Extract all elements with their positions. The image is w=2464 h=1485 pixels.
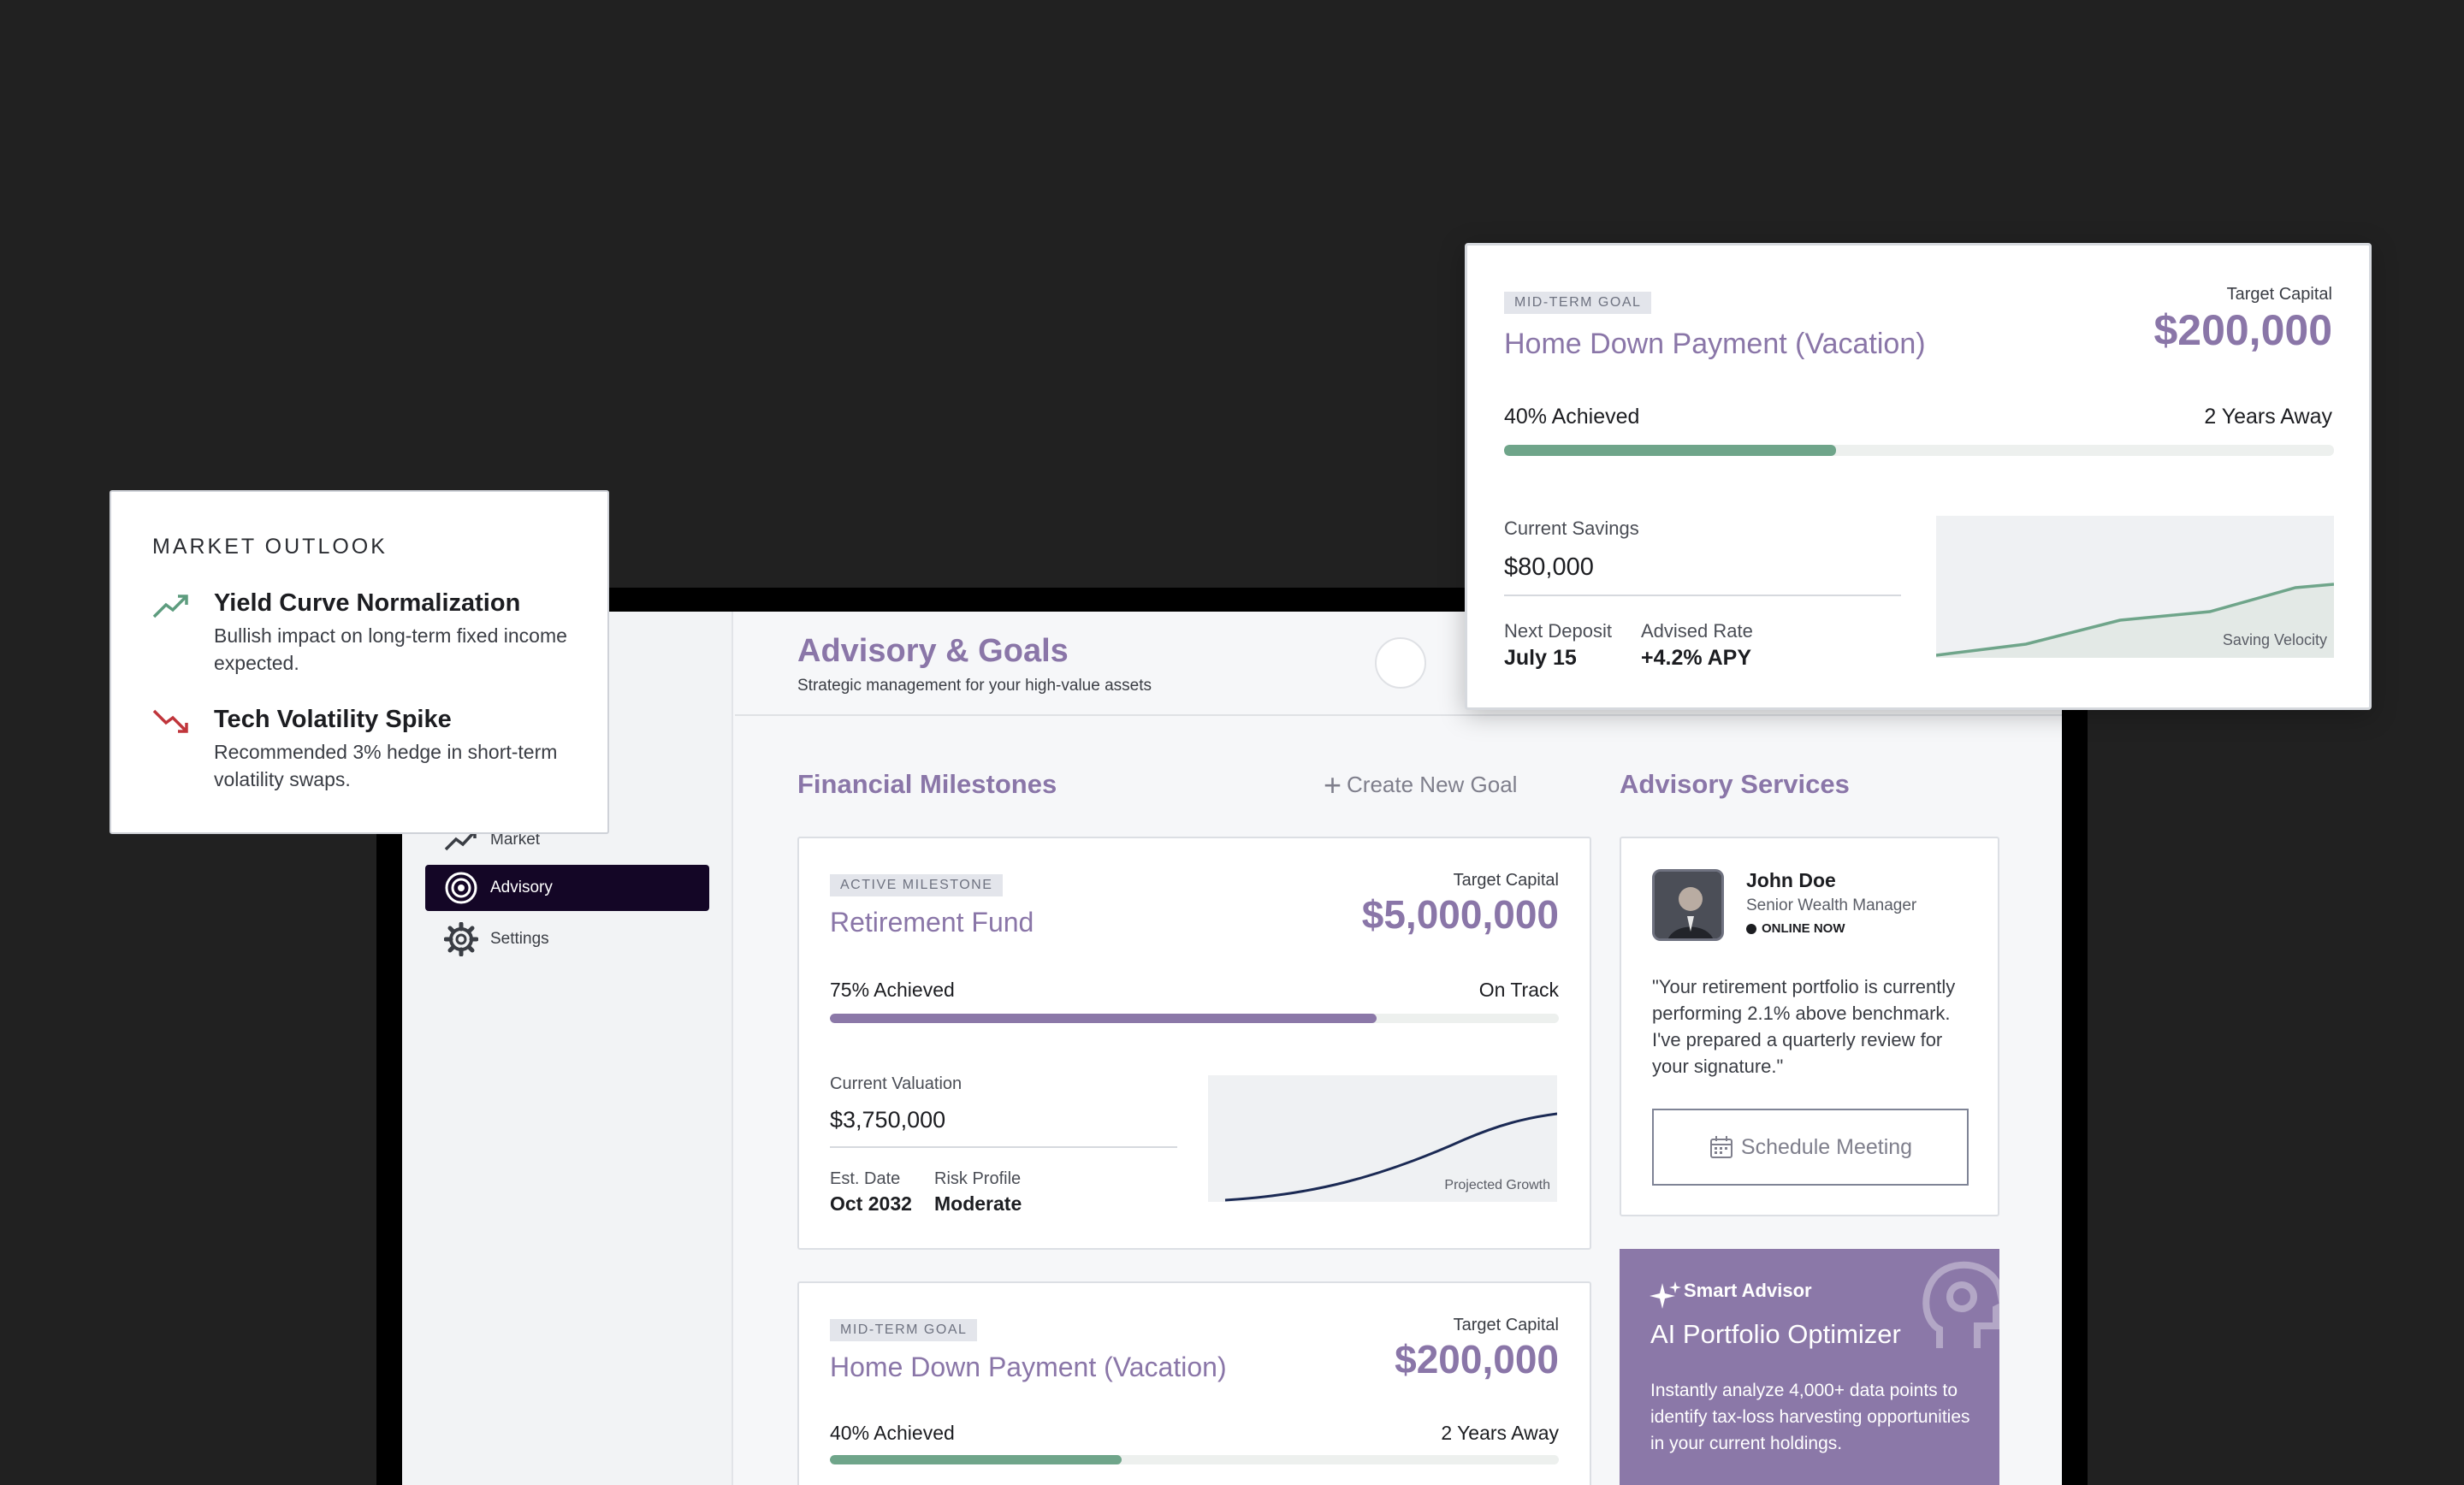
goal-card-home[interactable]: MID-TERM GOAL Home Down Payment (Vacatio… <box>797 1281 1591 1485</box>
sidebar-item-label: Advisory <box>490 879 553 896</box>
gear-icon <box>444 922 478 956</box>
target-capital-label: Target Capital <box>1453 1316 1559 1334</box>
online-status: ONLINE NOW <box>1746 921 1845 936</box>
advised-rate-label: Advised Rate <box>1641 620 1753 642</box>
advised-rate-value: +4.2% APY <box>1641 646 1752 670</box>
outlook-item-description: Recommended 3% hedge in short-term volat… <box>214 741 558 790</box>
trend-down-icon <box>152 709 188 733</box>
smart-advisor-description: Instantly analyze 4,000+ data points to … <box>1650 1381 1970 1453</box>
risk-profile-label: Risk Profile <box>934 1169 1022 1188</box>
goal-card-retirement[interactable]: ACTIVE MILESTONE Retirement Fund Target … <box>797 837 1591 1250</box>
next-deposit-value: July 15 <box>1504 646 1577 670</box>
schedule-meeting-button[interactable]: Schedule Meeting <box>1652 1109 1969 1186</box>
progress-bar <box>1504 445 2334 456</box>
est-date-value: Oct 2032 <box>830 1192 912 1215</box>
progress-bar <box>830 1455 1559 1464</box>
target-capital-value: $5,000,000 <box>1361 892 1559 937</box>
metric-value: $80,000 <box>1504 553 1594 581</box>
smart-advisor-card[interactable]: Smart Advisor AI Portfolio Optimizer Ins… <box>1620 1249 1999 1485</box>
plus-icon: + <box>1324 766 1342 802</box>
outlook-title: MARKET OUTLOOK <box>152 535 388 559</box>
progress-bar <box>830 1014 1559 1023</box>
sidebar-item-settings[interactable]: Settings <box>425 916 709 962</box>
target-capital-label: Target Capital <box>2226 285 2332 304</box>
status-text: ONLINE NOW <box>1762 921 1845 936</box>
milestones-title: Financial Milestones <box>797 769 1057 799</box>
target-capital-label: Target Capital <box>1453 871 1559 890</box>
target-capital-value: $200,000 <box>1395 1337 1559 1381</box>
create-goal-button[interactable]: + Create New Goal <box>1324 766 1518 802</box>
outlook-item-title: Yield Curve Normalization <box>214 589 521 617</box>
goal-status: 2 Years Away <box>2204 405 2332 429</box>
brain-gear-icon <box>1922 1261 1999 1348</box>
smart-advisor-title: AI Portfolio Optimizer <box>1650 1319 1901 1349</box>
sparkle-icon <box>1650 1281 1681 1309</box>
sidebar-item-label: Settings <box>490 930 549 948</box>
goal-tag: ACTIVE MILESTONE <box>830 874 1004 896</box>
advisor-card: John Doe Senior Wealth Manager ONLINE NO… <box>1620 837 1999 1216</box>
create-goal-label: Create New Goal <box>1347 772 1518 797</box>
metric-label: Current Valuation <box>830 1074 962 1093</box>
progress-label: 40% Achieved <box>1504 405 1640 429</box>
main-content: Advisory & Goals Strategic management fo… <box>735 612 2062 1485</box>
market-outlook-card: MARKET OUTLOOK Yield Curve Normalization… <box>110 490 609 834</box>
sidebar-item-label: Market <box>490 831 541 849</box>
metric-label: Current Savings <box>1504 518 1639 539</box>
goal-name: Retirement Fund <box>830 907 1034 938</box>
divider <box>1504 595 1901 596</box>
progress-label: 40% Achieved <box>830 1422 955 1444</box>
saving-velocity-chart: Saving Velocity <box>1936 516 2334 658</box>
calendar-icon <box>1709 1136 1732 1158</box>
goal-name: Home Down Payment (Vacation) <box>830 1352 1227 1382</box>
divider <box>830 1146 1177 1148</box>
chart-caption: Projected Growth <box>1444 1178 1550 1192</box>
target-icon <box>444 871 478 905</box>
chart-caption: Saving Velocity <box>2222 631 2327 648</box>
smart-advisor-label: Smart Advisor <box>1684 1280 1812 1301</box>
goal-tag: MID-TERM GOAL <box>830 1319 978 1341</box>
advisor-role: Senior Wealth Manager <box>1746 896 1917 914</box>
outlook-item-title: Tech Volatility Spike <box>214 706 452 733</box>
risk-profile-value: Moderate <box>934 1192 1022 1215</box>
trend-up-icon <box>152 595 188 618</box>
progress-fill <box>830 1455 1122 1464</box>
status-dot-icon <box>1746 923 1756 934</box>
est-date-label: Est. Date <box>830 1169 901 1188</box>
advisory-title: Advisory Services <box>1620 769 1850 799</box>
search-button[interactable] <box>1375 637 1426 689</box>
metric-value: $3,750,000 <box>830 1107 946 1133</box>
advisor-name: John Doe <box>1746 869 1836 891</box>
target-capital-value: $200,000 <box>2153 306 2332 354</box>
goal-status: On Track <box>1478 979 1559 1001</box>
sidebar-item-advisory[interactable]: Advisory <box>425 865 709 911</box>
goal-tag: MID-TERM GOAL <box>1504 292 1652 314</box>
floating-goal-card[interactable]: MID-TERM GOAL Home Down Payment (Vacatio… <box>1465 243 2372 710</box>
advisor-quote: "Your retirement portfolio is currently … <box>1652 976 1956 1077</box>
progress-label: 75% Achieved <box>830 979 955 1001</box>
goal-status: 2 Years Away <box>1441 1422 1559 1444</box>
outlook-item-description: Bullish impact on long-term fixed income… <box>214 624 567 674</box>
page-title: Advisory & Goals <box>797 633 1069 669</box>
progress-fill <box>830 1014 1377 1023</box>
app-window: Market Advisory Settings Advisory & Goal… <box>402 612 2062 1485</box>
page-subtitle: Strategic management for your high-value… <box>797 677 1152 695</box>
next-deposit-label: Next Deposit <box>1504 620 1612 642</box>
projected-growth-chart: Projected Growth <box>1208 1075 1557 1202</box>
schedule-meeting-label: Schedule Meeting <box>1740 1134 1913 1159</box>
avatar <box>1652 869 1724 941</box>
goal-name: Home Down Payment (Vacation) <box>1504 328 1926 360</box>
progress-fill <box>1504 445 1836 456</box>
